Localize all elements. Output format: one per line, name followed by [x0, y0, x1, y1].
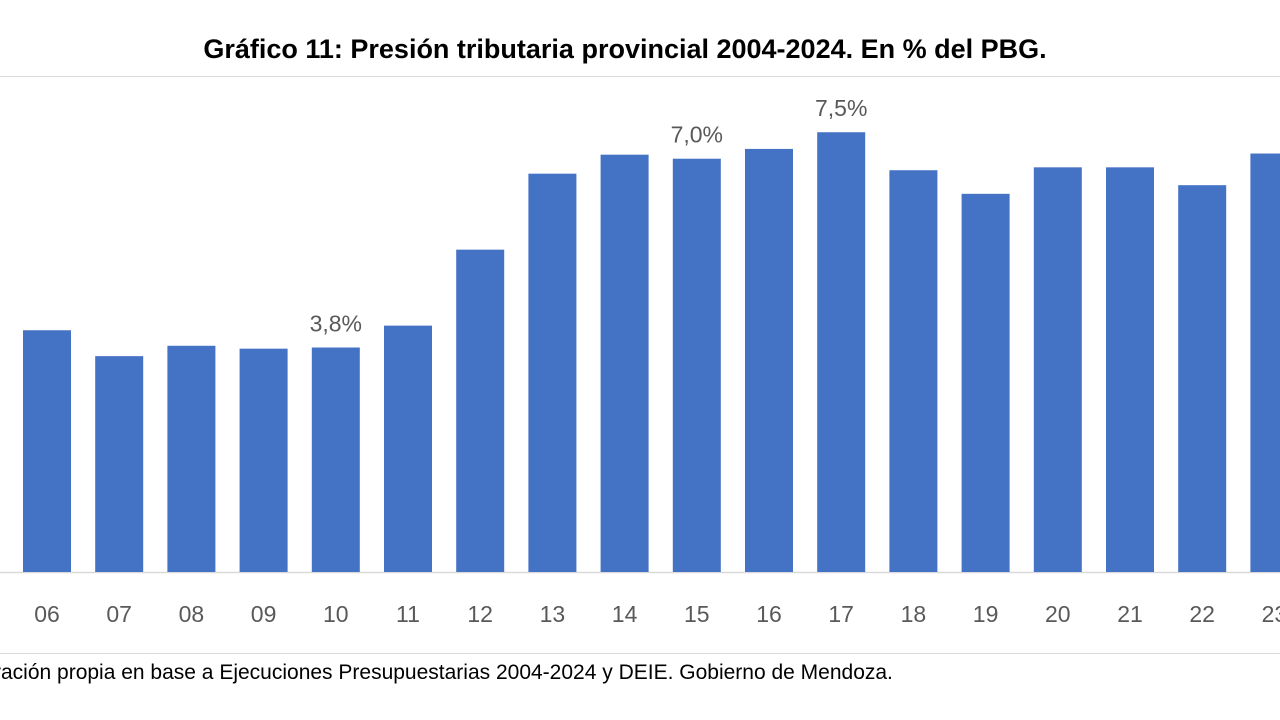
bar-07 — [95, 356, 144, 572]
bar-15 — [672, 158, 721, 572]
x-tick-label-18: 18 — [901, 601, 927, 627]
bar-17 — [817, 132, 866, 573]
x-tick-label-11: 11 — [396, 601, 420, 627]
x-tick-label-09: 09 — [251, 601, 277, 627]
bar-12 — [456, 249, 505, 572]
x-tick-label-17: 17 — [828, 601, 854, 627]
bar-19 — [961, 193, 1010, 572]
x-tick-label-10: 10 — [323, 601, 349, 627]
x-tick-label-16: 16 — [756, 601, 782, 627]
x-tick-label-08: 08 — [179, 601, 205, 627]
plot-area-border — [0, 76, 1280, 654]
bar-09 — [239, 348, 288, 572]
chart-title: Gráfico 11: Presión tributaria provincia… — [203, 34, 1047, 64]
bar-08 — [167, 345, 216, 572]
bar-16 — [745, 148, 793, 573]
bar-18 — [889, 170, 938, 572]
x-tick-label-22: 22 — [1189, 601, 1215, 627]
bar-22 — [1178, 185, 1227, 572]
x-tick-label-23: 23 — [1262, 601, 1280, 627]
x-tick-label-07: 07 — [106, 601, 132, 627]
bar-06 — [23, 330, 71, 572]
data-label-15: 7,0% — [671, 122, 723, 148]
x-tick-label-21: 21 — [1117, 601, 1143, 627]
data-label-10: 3,8% — [310, 311, 362, 337]
x-tick-label-20: 20 — [1045, 601, 1071, 627]
x-tick-label-06: 06 — [34, 601, 60, 627]
x-tick-label-14: 14 — [612, 601, 638, 627]
bar-13 — [528, 173, 577, 573]
bar-10 — [311, 347, 360, 572]
bar-21 — [1106, 167, 1154, 572]
x-tick-label-19: 19 — [973, 601, 999, 627]
x-tick-label-12: 12 — [467, 601, 493, 627]
x-tick-label-13: 13 — [540, 601, 566, 627]
data-label-17: 7,5% — [815, 95, 867, 121]
bar-23 — [1250, 153, 1280, 572]
bar-11 — [384, 325, 432, 572]
bar-14 — [600, 154, 649, 572]
bar-20 — [1033, 167, 1082, 572]
source-note: ración propia en base a Ejecuciones Pres… — [0, 661, 893, 684]
x-tick-label-15: 15 — [684, 601, 710, 627]
